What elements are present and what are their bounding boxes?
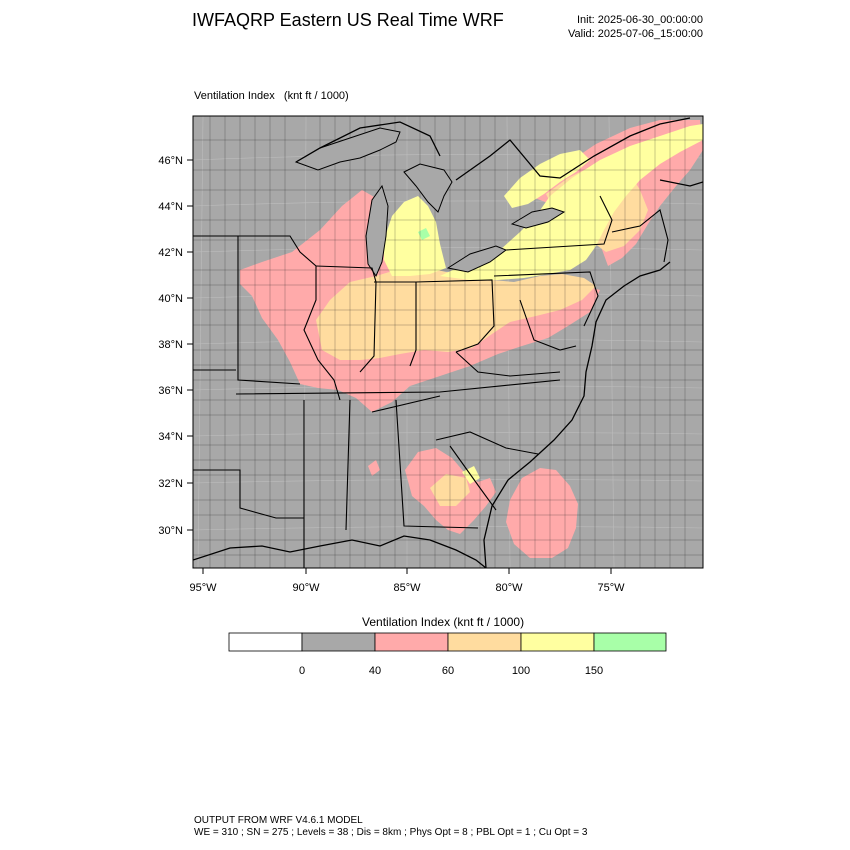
field-title: Ventilation Index (knt ft / 1000) <box>194 90 349 102</box>
model-info-footer: OUTPUT FROM WRF V4.6.1 MODEL WE = 310 ; … <box>194 815 587 839</box>
lat-label: 42°N <box>158 247 183 259</box>
lon-label: 85°W <box>393 582 421 594</box>
lat-label: 32°N <box>158 478 183 490</box>
vi-over-150-area <box>418 228 430 240</box>
map-panel <box>193 116 703 568</box>
lat-label: 40°N <box>158 293 183 305</box>
map-ticks <box>187 159 612 574</box>
colorbar-label: 100 <box>512 665 530 677</box>
lat-label: 44°N <box>158 201 183 213</box>
time-info: Init: 2025-06-30_00:00:00 Valid: 2025-07… <box>520 13 703 41</box>
colorbar-labels: 0 40 60 100 150 <box>299 665 603 677</box>
footer-line-config: WE = 310 ; SN = 275 ; Levels = 38 ; Dis … <box>194 827 588 838</box>
colorbar-bin-100-150 <box>520 632 595 652</box>
lat-label: 30°N <box>158 525 183 537</box>
lon-label: 75°W <box>597 582 625 594</box>
init-time: Init: 2025-06-30_00:00:00 <box>577 14 703 26</box>
lon-label: 90°W <box>292 582 320 594</box>
colorbar-label: 40 <box>369 665 381 677</box>
coastline <box>193 117 703 568</box>
colorbar-bin-over-150 <box>593 632 667 652</box>
colorbar <box>228 632 667 652</box>
lat-label: 46°N <box>158 155 183 167</box>
valid-time: Valid: 2025-07-06_15:00:00 <box>568 28 703 40</box>
lat-labels: 46°N 44°N 42°N 40°N 38°N 36°N 34°N 32°N … <box>158 155 183 537</box>
lon-label: 95°W <box>189 582 217 594</box>
lon-label: 80°W <box>495 582 523 594</box>
lat-label: 34°N <box>158 431 183 443</box>
water-bodies <box>294 127 566 278</box>
colorbar-label: 0 <box>299 665 305 677</box>
colorbar-bin-60-100 <box>447 632 522 652</box>
field-name: Ventilation Index <box>194 90 275 102</box>
page-title: IWFAQRP Eastern US Real Time WRF <box>192 10 504 30</box>
colorbar-title: Ventilation Index (knt ft / 1000) <box>362 615 525 629</box>
map-frame <box>192 115 704 569</box>
lat-label: 38°N <box>158 339 183 351</box>
colorbar-bin-0-40 <box>301 632 376 652</box>
field-units: (knt ft / 1000) <box>283 90 349 102</box>
colorbar-label: 150 <box>585 665 603 677</box>
colorbar-label: 60 <box>442 665 454 677</box>
county-lines <box>193 116 703 568</box>
footer-line-model: OUTPUT FROM WRF V4.6.1 MODEL <box>194 815 363 826</box>
state-borders <box>193 195 669 568</box>
lat-label: 36°N <box>158 385 183 397</box>
lon-labels: 95°W 90°W 85°W 80°W 75°W <box>189 582 625 594</box>
colorbar-bin-40-60 <box>374 632 449 652</box>
colorbar-bin-below-0 <box>228 632 303 652</box>
